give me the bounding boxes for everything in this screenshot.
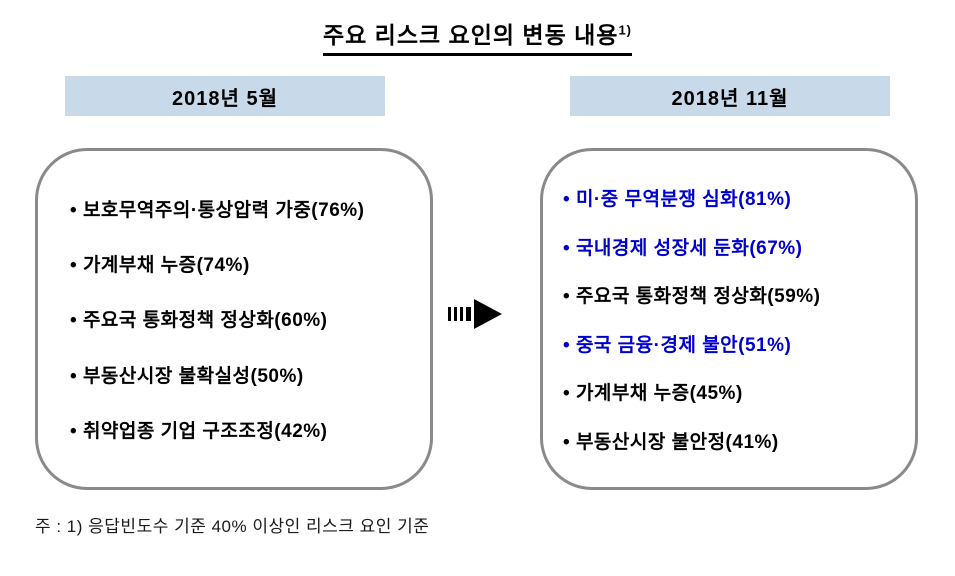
risk-box-november: 미·중 무역분쟁 심화(81%) 국내경제 성장세 둔화(67%) 주요국 통화… [540, 148, 918, 490]
title-text: 주요 리스크 요인의 변동 내용1) [322, 16, 633, 56]
header-2018-november: 2018년 11월 [570, 76, 890, 116]
transition-arrow-icon [446, 296, 508, 332]
risk-box-may: 보호무역주의·통상압력 가중(76%) 가계부채 누증(74%) 주요국 통화정… [35, 148, 433, 490]
list-item: 부동산시장 불안정(41%) [563, 427, 909, 454]
list-item: 취약업종 기업 구조조정(42%) [70, 416, 422, 443]
list-item: 주요국 통화정책 정상화(60%) [70, 305, 422, 332]
title-main: 주요 리스크 요인의 변동 내용 [322, 22, 619, 48]
list-item: 부동산시장 불확실성(50%) [70, 361, 422, 388]
list-item: 주요국 통화정책 정상화(59%) [563, 281, 909, 308]
list-item: 미·중 무역분쟁 심화(81%) [563, 184, 909, 211]
list-item: 가계부채 누증(74%) [70, 250, 422, 277]
list-item: 국내경제 성장세 둔화(67%) [563, 233, 909, 260]
title-superscript: 1) [618, 22, 633, 38]
list-item: 중국 금융·경제 불안(51%) [563, 330, 909, 357]
footnote: 주 : 1) 응답빈도수 기준 40% 이상인 리스크 요인 기준 [35, 517, 430, 536]
page-title: 주요 리스크 요인의 변동 내용1) [0, 16, 955, 56]
header-2018-may-label: 2018년 5월 [172, 87, 278, 110]
list-item: 가계부채 누증(45%) [563, 378, 909, 405]
header-2018-november-label: 2018년 11월 [671, 87, 789, 110]
list-item: 보호무역주의·통상압력 가중(76%) [70, 195, 422, 222]
header-2018-may: 2018년 5월 [65, 76, 385, 116]
